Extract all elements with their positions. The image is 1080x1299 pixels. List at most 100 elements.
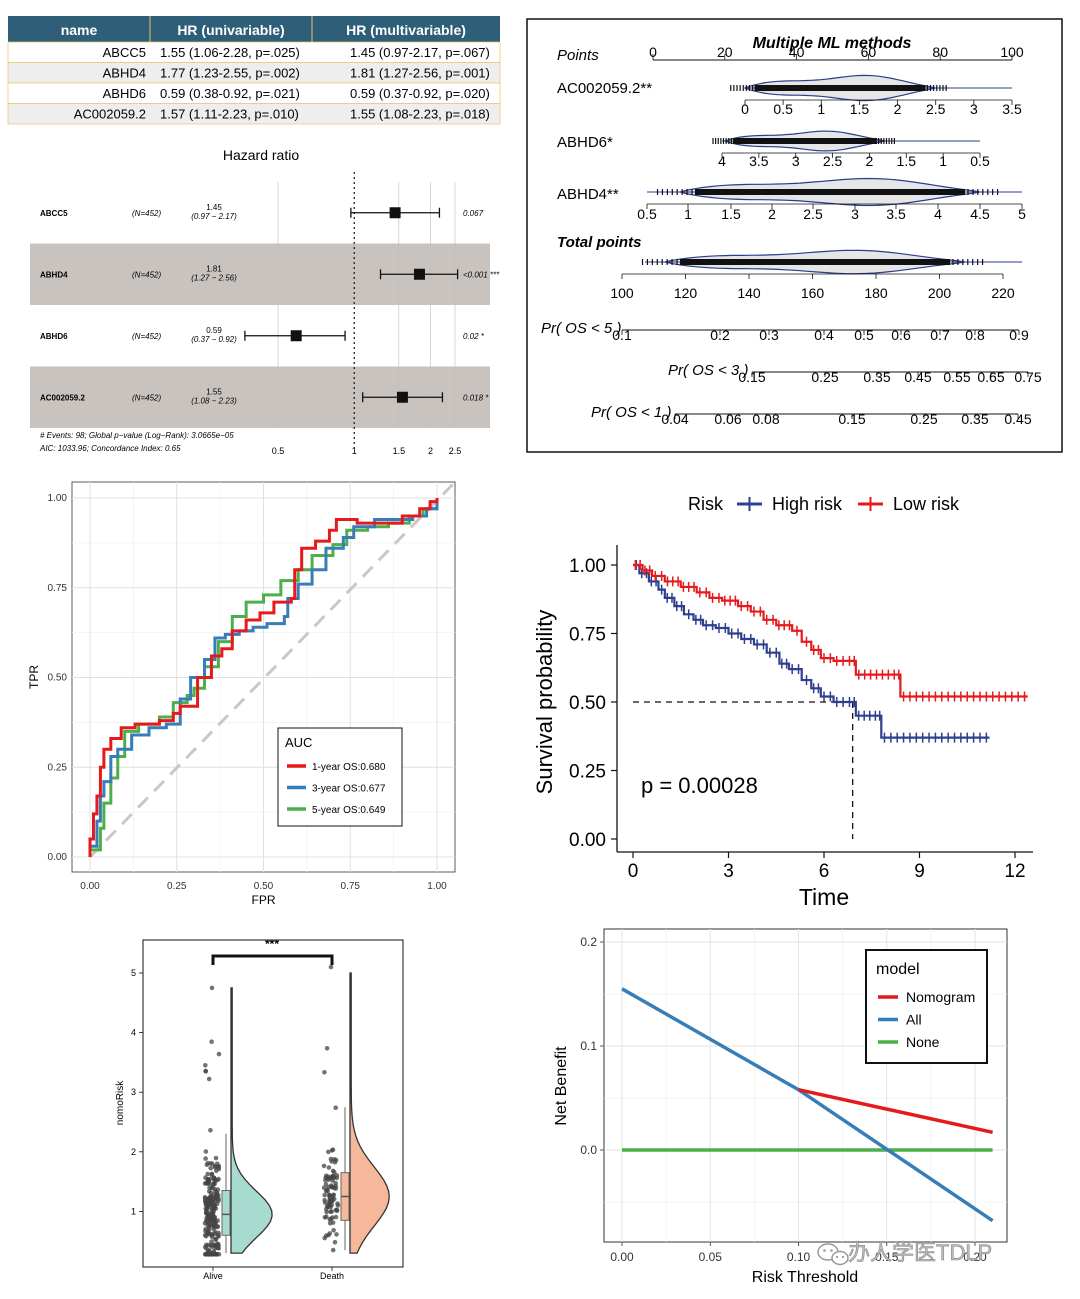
raincloud-point — [326, 1165, 332, 1170]
nomogram-tick-label: 4 — [718, 153, 726, 169]
forest-row-ci: (0.37 − 0.92) — [191, 335, 237, 344]
raincloud-y-tick: 2 — [131, 1147, 136, 1157]
roc-chart: 0.00 0.00 0.25 0.25 0.50 0.50 0.75 0.75 1.00 1.00… — [27, 480, 457, 907]
raincloud-plot: 1 2 3 4 5 nomoRisk Alive Death *** — [115, 937, 404, 1281]
raincloud-x-tick: Alive — [203, 1271, 223, 1281]
raincloud-half-violin — [230, 987, 273, 1254]
roc-legend-label: 5-year OS:0.649 — [312, 805, 386, 816]
raincloud-point — [322, 1070, 327, 1075]
roc-body: 0.00 0.00 0.25 0.25 0.50 0.50 0.75 0.75 1.00 1.00… — [27, 480, 457, 907]
raincloud-point — [211, 1206, 217, 1212]
km-x-tick: 6 — [819, 861, 830, 882]
table-cell-name: ABHD6 — [103, 86, 146, 101]
km-y-tick: 0.50 — [569, 693, 606, 714]
nomogram-iqr-bar — [695, 189, 965, 195]
raincloud-point — [206, 1076, 212, 1082]
nomogram-tick-label: 0.75 — [1014, 369, 1041, 385]
raincloud-point — [204, 1246, 209, 1251]
raincloud-point — [214, 1168, 219, 1174]
dca-x-label: Risk Threshold — [752, 1269, 858, 1286]
km-x-tick: 12 — [1004, 861, 1025, 882]
raincloud-point — [328, 1209, 334, 1215]
dca-legend-label: Nomogram — [906, 989, 975, 1005]
raincloud-point — [324, 1173, 329, 1179]
raincloud-point — [333, 1183, 339, 1189]
forest-row-name: ABHD4 — [40, 270, 68, 279]
raincloud-point — [209, 1216, 214, 1221]
raincloud-point — [207, 1189, 212, 1194]
forest-x-tick: 1.5 — [393, 446, 406, 456]
raincloud-point — [207, 1222, 212, 1228]
nomogram-tick-label: 100 — [1000, 44, 1024, 60]
raincloud-y-label: nomoRisk — [115, 1080, 126, 1125]
nomogram-row-label: Total points — [557, 234, 641, 251]
nomogram-tick-label: 20 — [717, 44, 733, 60]
nomogram: Multiple ML methods Points 0 20 40 60 80 100AC… — [526, 18, 1063, 453]
watermark-text: 办人学医TDLP — [848, 1240, 992, 1265]
raincloud-half-violin — [349, 972, 390, 1254]
dca-legend-title: model — [876, 961, 920, 978]
nomogram-tick-label: 220 — [991, 285, 1015, 301]
raincloud-point — [322, 1215, 328, 1220]
km-pvalue: p = 0.00028 — [641, 773, 758, 798]
km-y-label: Survival probability — [532, 610, 557, 795]
forest-x-tick: 0.5 — [272, 446, 285, 456]
raincloud-point — [205, 1180, 211, 1186]
km-curve — [633, 563, 990, 739]
raincloud-point — [206, 1252, 211, 1257]
nomogram-tick-label: 0.25 — [910, 411, 937, 427]
dca-legend-label: All — [906, 1012, 922, 1028]
raincloud-point — [212, 1165, 218, 1170]
raincloud-point — [209, 1232, 215, 1238]
roc-curve — [88, 498, 439, 857]
nomogram-tick-label: 0.1 — [612, 327, 632, 343]
roc-x-tick: 0.50 — [254, 881, 274, 892]
km-x-tick: 0 — [628, 861, 639, 882]
nomogram-tick-label: 120 — [674, 285, 698, 301]
nomogram-tick-label: 0.06 — [714, 411, 741, 427]
raincloud-point — [210, 1182, 216, 1187]
nomogram-tick-label: 4 — [934, 206, 942, 222]
forest-x-tick: 2 — [428, 446, 433, 456]
raincloud-point — [216, 1234, 221, 1239]
raincloud-point — [329, 1159, 334, 1164]
km-x-label: Time — [799, 884, 849, 910]
raincloud-point — [209, 1039, 214, 1044]
nomogram-tick-label: 1.5 — [850, 101, 870, 117]
roc-x-tick: 0.00 — [80, 881, 100, 892]
nomogram-tick-label: 3 — [970, 101, 978, 117]
nomogram-tick-label: 0.8 — [965, 327, 985, 343]
forest-body: ABCC5 (N=452) 1.45(0.97 − 2.17) 0.067 ABHD4 (… — [30, 172, 500, 456]
raincloud-point — [334, 1232, 339, 1237]
nomogram-tick-label: 0 — [741, 101, 749, 117]
raincloud-point — [334, 1175, 340, 1181]
km-y-tick: 0.25 — [569, 762, 606, 783]
raincloud-point — [203, 1069, 209, 1074]
dca-x-tick: 0.20 — [963, 1250, 987, 1264]
km-x-tick: 9 — [914, 861, 925, 882]
raincloud-point — [204, 1207, 209, 1213]
forest-row-hr: 1.55 — [206, 387, 222, 396]
watermark: 办人学医TDLP — [817, 1240, 993, 1265]
nomogram-tick-label: 160 — [801, 285, 825, 301]
raincloud-y-tick: 5 — [131, 968, 136, 978]
raincloud-point — [211, 1192, 216, 1197]
nomogram-tick-label: 100 — [610, 285, 634, 301]
roc-y-label: TPR — [27, 665, 41, 689]
nomogram-tick-label: 0.45 — [1004, 411, 1031, 427]
nomogram-tick-label: 1 — [939, 153, 947, 169]
nomogram-tick-label: 140 — [737, 285, 761, 301]
nomogram-tick-label: 0.2 — [710, 327, 730, 343]
dca-y-label: Net Benefit — [553, 1046, 570, 1126]
cox-regression-table: name HR (univariable) HR (multivariable) AB… — [7, 16, 501, 125]
raincloud-point — [330, 1247, 336, 1253]
nomogram-iqr-bar — [733, 138, 877, 144]
table-cell-uni: 0.59 (0.38-0.92, p=.021) — [160, 86, 300, 101]
raincloud-point — [323, 1177, 328, 1183]
table-cell-uni: 1.77 (1.23-2.55, p=.002) — [160, 66, 300, 81]
table-row — [7, 103, 501, 125]
raincloud-point — [213, 1155, 219, 1161]
forest-hr-point — [389, 207, 401, 219]
roc-diagonal — [88, 480, 457, 859]
raincloud-point — [333, 1214, 339, 1220]
